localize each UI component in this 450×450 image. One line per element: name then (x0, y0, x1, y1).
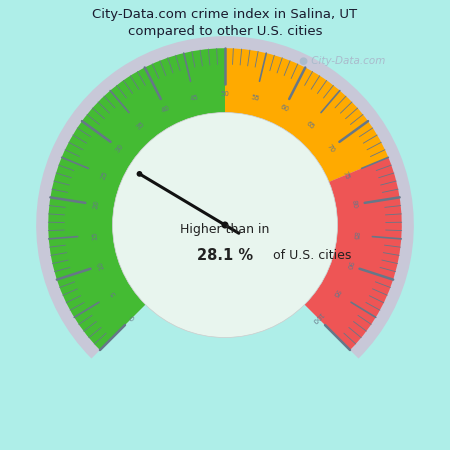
Text: 70: 70 (325, 143, 336, 154)
Text: 50: 50 (220, 91, 230, 98)
Text: of U.S. cities: of U.S. cities (273, 249, 351, 262)
Text: ● City-Data.com: ● City-Data.com (299, 56, 386, 66)
Text: 95: 95 (331, 288, 341, 298)
Text: 100: 100 (310, 310, 324, 324)
Text: 5: 5 (110, 290, 117, 297)
Text: 10: 10 (97, 260, 105, 270)
Text: City-Data.com crime index in Salina, UT
compared to other U.S. cities: City-Data.com crime index in Salina, UT … (92, 8, 358, 38)
Text: 20: 20 (92, 200, 100, 209)
Wedge shape (225, 48, 388, 182)
Text: 75: 75 (341, 170, 350, 180)
Text: 25: 25 (100, 170, 109, 180)
Text: 40: 40 (161, 104, 171, 113)
Circle shape (137, 171, 142, 177)
Wedge shape (36, 36, 414, 359)
Text: 30: 30 (114, 143, 125, 154)
Wedge shape (305, 158, 402, 350)
Circle shape (221, 221, 229, 229)
Text: 55: 55 (251, 94, 261, 102)
Text: 28.1 %: 28.1 % (197, 248, 253, 263)
Text: 35: 35 (135, 121, 145, 131)
Text: 80: 80 (350, 200, 358, 210)
Text: 45: 45 (189, 94, 199, 102)
Text: 0: 0 (129, 314, 136, 321)
Wedge shape (48, 48, 225, 350)
Text: 15: 15 (91, 230, 98, 240)
Circle shape (112, 112, 338, 338)
Text: 60: 60 (279, 104, 290, 113)
Text: Higher than in: Higher than in (180, 223, 270, 236)
Text: 90: 90 (345, 260, 353, 270)
Text: 65: 65 (305, 121, 315, 131)
Text: 85: 85 (352, 230, 359, 240)
